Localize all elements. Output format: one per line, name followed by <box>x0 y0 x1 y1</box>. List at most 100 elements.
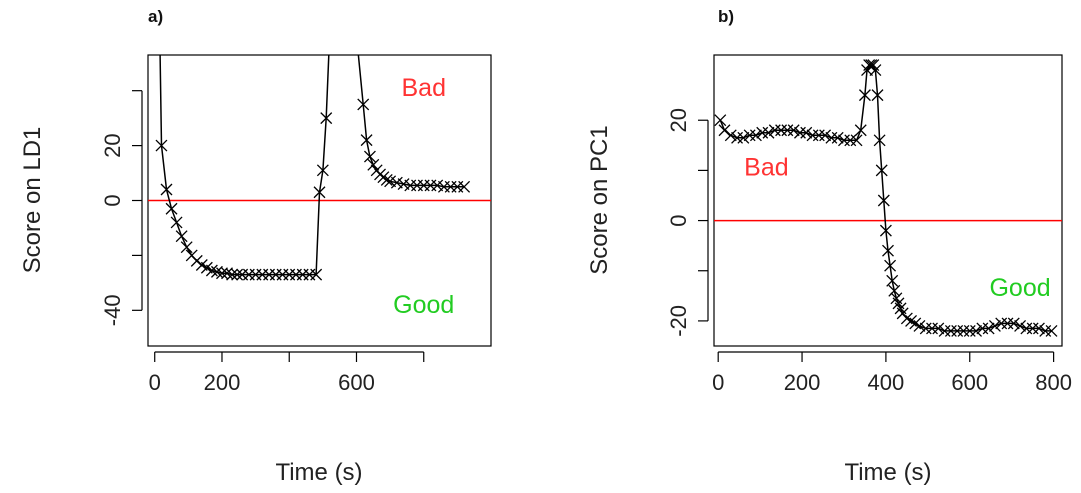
panel-b-x-tick-label: 400 <box>868 370 905 395</box>
panel-a-annotations: Bad Good <box>393 74 454 319</box>
panel-b-data-point <box>957 324 970 337</box>
panel-b-data-point <box>749 129 762 142</box>
panel-b-data-point <box>869 64 882 77</box>
panel-b-data-point <box>858 89 871 102</box>
panel-b-data-point <box>781 124 794 137</box>
panel-a-data-point <box>360 134 373 147</box>
panel-b-data-point <box>756 126 769 139</box>
panel-a-ld1-chart: a) 0 200 600 -40 0 20 Bad Good Time (s) Score… <box>19 7 492 486</box>
panel-b-data-point <box>919 322 932 335</box>
panel-b-data-point <box>724 129 737 142</box>
panel-b-data-point <box>1020 322 1033 335</box>
panel-a-data-point <box>357 98 370 111</box>
panel-a-data-point <box>216 267 228 280</box>
panel-b-data-point <box>806 129 819 142</box>
panel-b-y-tick-label: -20 <box>666 305 691 337</box>
panel-b-data-point <box>831 131 844 144</box>
panel-b-data-point <box>1014 319 1027 332</box>
panel-b-data-point <box>1045 324 1058 337</box>
panel-b-x-tick-label: 0 <box>712 370 724 395</box>
panel-a-data-point <box>155 139 168 152</box>
panel-a-data-point <box>170 216 183 229</box>
panel-b-data-point <box>888 284 901 297</box>
panel-a-x-tick-label: 0 <box>149 370 161 395</box>
panel-b-data-point <box>976 322 989 335</box>
panel-a-series-layer <box>154 30 471 281</box>
panel-b-data-point <box>995 317 1008 330</box>
panel-b-annotation-good: Good <box>989 274 1050 302</box>
panel-a-x-tick-label: 600 <box>338 370 375 395</box>
panel-b-data-point <box>944 324 957 337</box>
panel-a-data-point <box>190 254 203 267</box>
panel-b-data-point <box>1032 322 1045 335</box>
panel-a-data-point <box>226 268 239 281</box>
panel-a-x-axis: 0 200 600 <box>149 351 425 395</box>
panel-b-data-point <box>854 124 867 137</box>
panel-b-data-point <box>884 259 897 272</box>
panel-b-data-point <box>731 131 744 144</box>
panel-a-data-point <box>338 30 349 41</box>
panel-b-data-point <box>1039 324 1052 337</box>
panel-a-y-tick-label: -40 <box>100 294 125 326</box>
panel-b-data-point <box>775 124 788 137</box>
panel-b-tag: b) <box>718 7 734 26</box>
panel-b-y-axis: -20 0 20 <box>666 108 709 337</box>
panel-b-pc1-chart: b) 0 200 400 600 800 -20 0 20 Bad Good Time (s)… <box>586 7 1072 486</box>
panel-b-data-point <box>951 324 964 337</box>
panel-b-data-point <box>838 134 850 147</box>
panel-b-data-point <box>1001 317 1014 330</box>
panel-a-data-point <box>351 30 362 41</box>
panel-b-data-point <box>800 126 813 139</box>
panel-b-data-point <box>718 124 731 137</box>
panel-b-data-point <box>932 322 945 335</box>
panel-a-data-point <box>316 164 329 177</box>
panel-a-data-point <box>363 150 376 163</box>
panel-b-annotation-bad: Bad <box>744 153 788 181</box>
panel-b-data-point <box>863 59 876 71</box>
panel-b-data-point <box>879 224 892 237</box>
panel-b-data-point <box>882 244 894 257</box>
panel-b-data-point <box>793 126 806 139</box>
panel-b-data-point <box>844 134 857 147</box>
panel-b-plot-frame <box>713 54 1063 347</box>
panel-a-data-point <box>154 30 165 41</box>
panel-b-data-point <box>873 134 886 147</box>
panel-a-data-point <box>231 268 244 281</box>
panel-a-x-axis-title: Time (s) <box>275 459 362 486</box>
panel-a-data-point <box>165 202 178 215</box>
panel-b-x-axis-title: Time (s) <box>844 459 931 486</box>
panel-a-y-tick-label: 0 <box>100 194 125 206</box>
panel-b-data-point <box>877 194 890 207</box>
panel-b-y-tick-label: 20 <box>666 108 691 132</box>
panel-a-y-axis-title: Score on LD1 <box>19 127 46 274</box>
panel-a-annotation-bad: Bad <box>402 74 446 102</box>
panel-a-data-point <box>313 186 326 199</box>
panel-b-data-point <box>913 319 926 332</box>
panel-a-data-point <box>324 30 335 41</box>
panel-b-data-point <box>926 322 938 335</box>
panel-b-x-tick-label: 600 <box>951 370 988 395</box>
panel-b-data-point <box>743 129 756 142</box>
panel-b-series-layer <box>714 59 1058 337</box>
panel-b-data-point <box>768 124 781 137</box>
panel-b-data-point <box>963 324 976 337</box>
panel-b-data-point <box>886 274 899 287</box>
panel-a-annotation-good: Good <box>393 291 454 319</box>
panel-b-y-axis-title: Score on PC1 <box>586 125 613 274</box>
panel-b-data-point <box>762 126 775 139</box>
panel-b-data-point <box>988 319 1001 332</box>
panel-b-data-point <box>825 131 838 144</box>
panel-b-data-point <box>812 129 825 142</box>
panel-a-data-point <box>160 183 173 196</box>
panel-b-x-tick-label: 200 <box>784 370 821 395</box>
panel-a-x-tick-label: 200 <box>204 370 241 395</box>
panel-a-data-point <box>180 241 193 254</box>
panel-a-data-point <box>367 158 380 171</box>
panel-a-data-point <box>458 180 471 193</box>
panel-b-data-point <box>819 129 832 142</box>
panel-b-data-point <box>714 114 727 127</box>
panel-a-y-tick-label: 20 <box>100 133 125 157</box>
panel-b-data-point <box>1007 317 1020 330</box>
panel-b-data-point <box>982 322 995 335</box>
